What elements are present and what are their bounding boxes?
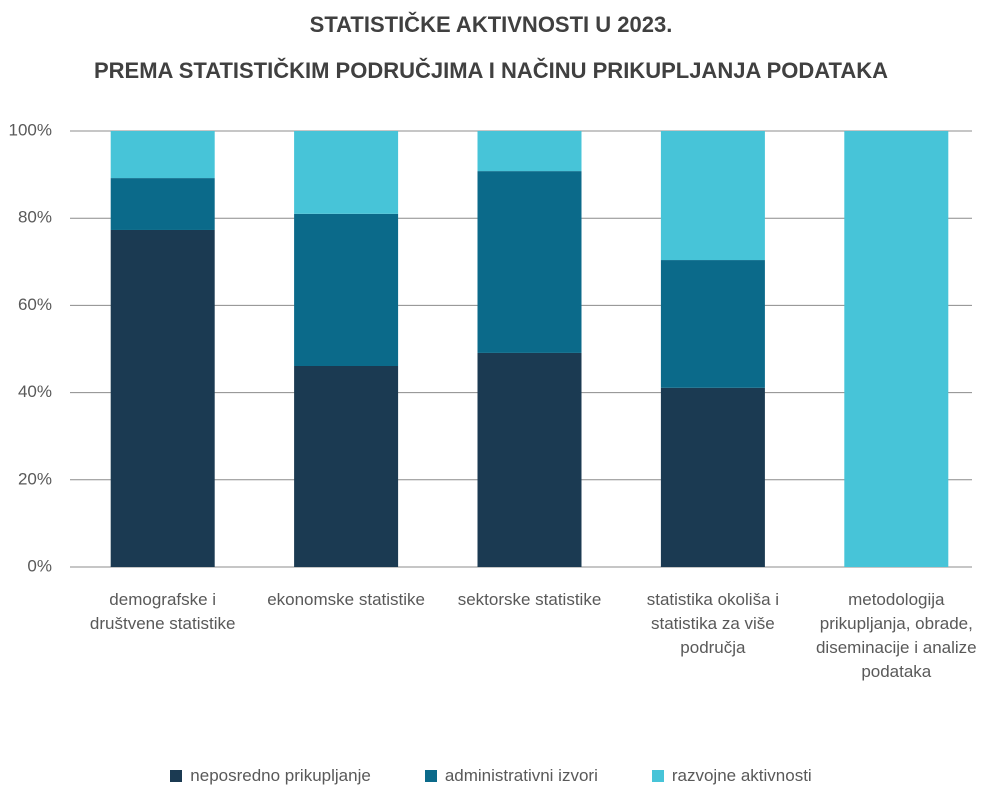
legend: neposredno prikupljanje administrativni i… [0,766,982,786]
chart-title: STATISTIČKE AKTIVNOSTI U 2023. [309,12,673,37]
bar-segment [660,387,765,567]
bar-segment [477,171,582,353]
legend-swatch [170,770,183,782]
legend-label: neposredno prikupljanje [190,766,371,785]
bar-segment [110,178,215,230]
legend-label: administrativni izvori [444,766,598,785]
y-tick-label: 40% [18,382,52,401]
bar-segment [660,131,765,261]
legend-label: razvojne aktivnosti [671,766,812,785]
bar-segment [294,213,399,367]
y-tick-label: 80% [18,208,52,227]
bar-segment [294,366,399,567]
x-tick-label: ekonomske statistike [267,590,425,609]
y-tick-label: 100% [9,120,52,139]
x-tick-label: statistika okoliša i statistika za više … [646,590,780,657]
legend-item: administrativni izvori [424,766,598,786]
legend-item: razvojne aktivnosti [651,766,812,786]
y-tick-label: 20% [18,469,52,488]
bar-segment [660,260,765,388]
chart-subtitle: PREMA STATISTIČKIM PODRUČJIMA I NAČINU P… [93,58,889,83]
y-tick-label: 60% [18,295,52,314]
bar-segment [477,131,582,172]
x-tick-label: metodologija prikupljanja, obrade, disem… [815,590,977,681]
bar-segment [844,131,949,567]
legend-swatch [424,770,437,782]
legend-item: neposredno prikupljanje [170,766,371,786]
x-tick-label: sektorske statistike [457,590,602,609]
bar-segment [294,131,399,214]
bar-segment [110,229,215,568]
bar-segment [477,352,582,567]
y-tick-label: 0% [27,556,52,575]
x-tick-label: demografske i društvene statistike [89,590,236,633]
legend-swatch [651,770,664,782]
bar-segment [110,131,215,179]
